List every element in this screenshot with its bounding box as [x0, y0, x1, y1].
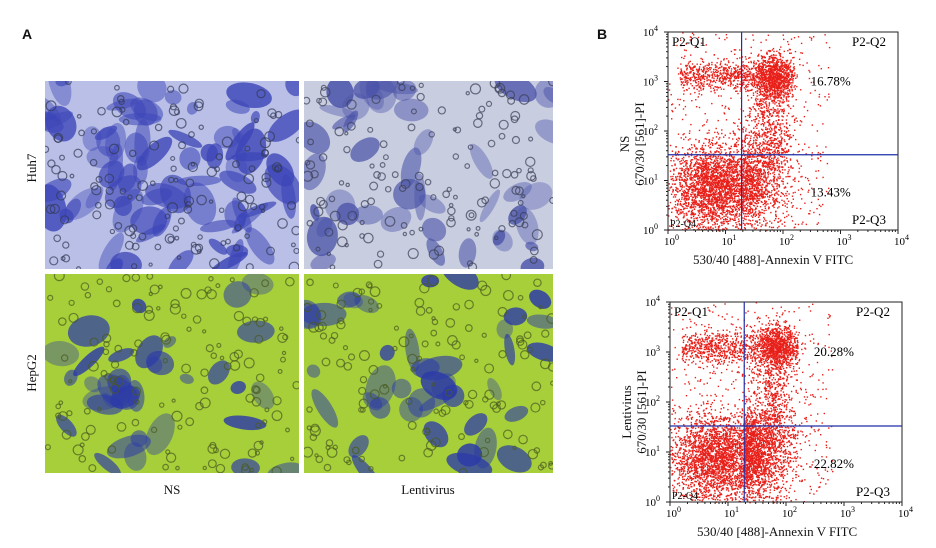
col-label-ns: NS	[163, 482, 181, 497]
quadrant-q2-label: P2-Q2	[856, 304, 890, 319]
pct-q3: 13.43%	[811, 184, 851, 199]
flow-plot-lentivirus: 100 100 101 101 102 102 103 103 104 104 P2-Q1 P2-Q2…	[642, 292, 914, 524]
pct-q3: 22.82%	[814, 456, 854, 471]
quadrant-q1-label: P2-Q1	[672, 34, 706, 49]
panel-b-letter: B	[597, 26, 608, 42]
pct-q2: 20.28%	[814, 344, 854, 359]
quadrant-q2-label: P2-Q2	[852, 34, 886, 49]
micrograph-hepg2-lentivirus	[304, 274, 553, 473]
quadrant-q4-label: P2-Q4	[670, 219, 696, 230]
flow1-x-label: 530/40 [488]-Annexin V FITC	[693, 252, 854, 267]
micrograph-huh7-lentivirus	[304, 81, 553, 269]
flow2-x-label: 530/40 [488]-Annexin V FITC	[697, 524, 858, 539]
col-label-lentivirus: Lentivirus	[401, 482, 455, 497]
panel-a-letter: A	[22, 26, 33, 42]
flow2-sample-label: Lentivirus	[619, 385, 634, 439]
quadrant-q4-label: P2-Q4	[672, 491, 698, 502]
flow1-sample-label: NS	[617, 135, 632, 153]
row-label-huh7: Huh7	[24, 153, 39, 183]
flow-plot-ns: 100 100 101 101 102 102 103 103 104 104 P2-Q1 P2-Q2…	[640, 22, 910, 252]
micrograph-hepg2-ns	[45, 274, 299, 473]
pct-q2: 16.78%	[811, 73, 851, 88]
quadrant-q1-label: P2-Q1	[674, 304, 708, 319]
row-label-hepg2: HepG2	[24, 354, 39, 392]
micrograph-huh7-ns	[45, 81, 299, 269]
quadrant-q3-label: P2-Q3	[856, 484, 890, 499]
quadrant-q3-label: P2-Q3	[852, 212, 886, 227]
